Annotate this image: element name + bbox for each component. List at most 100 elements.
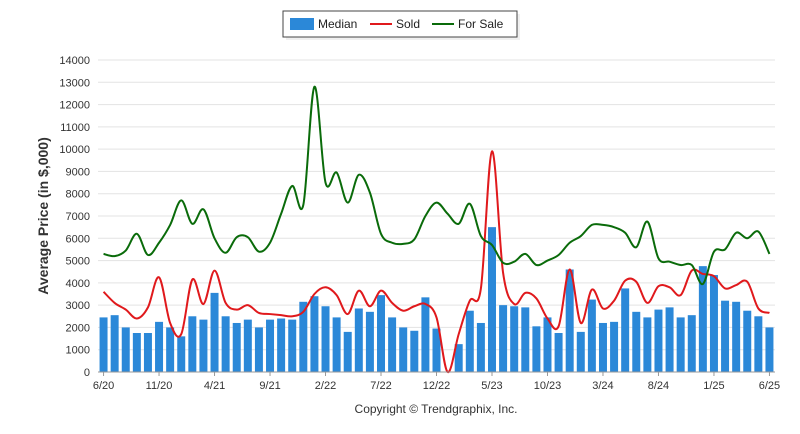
y-tick-label: 11000 (60, 122, 90, 134)
x-tick-label: 9/21 (259, 380, 280, 392)
y-tick-label: 3000 (66, 300, 90, 312)
median-bar (654, 309, 663, 372)
grid-lines (98, 59, 775, 373)
median-bar (166, 327, 175, 372)
median-bar (299, 301, 308, 372)
median-bar (510, 306, 519, 372)
y-tick-label: 14000 (59, 55, 90, 67)
x-tick-labels: 6/20 11/20 4/21 9/21 2/22 7/22 12/22 5/23 10/23 3… (93, 380, 780, 392)
median-bar (709, 275, 718, 372)
median-bar (476, 322, 485, 372)
series-lines (102, 85, 771, 374)
copyright-text: Copyright © Trendgraphix, Inc. (355, 402, 518, 416)
median-bar (121, 327, 130, 372)
x-tick-label: 11/20 (146, 380, 173, 392)
median-bar (499, 305, 508, 372)
legend-label-sold: Sold (396, 17, 420, 31)
x-tick-label: 12/22 (423, 380, 451, 392)
x-tick-label: 1/25 (703, 380, 724, 392)
median-bar (99, 317, 108, 372)
median-bar (543, 317, 552, 372)
axes (98, 371, 775, 376)
x-tick-label: 7/22 (370, 380, 391, 392)
y-tick-label: 6000 (66, 233, 90, 245)
x-tick-label: 2/22 (315, 380, 336, 392)
median-bar (210, 292, 219, 372)
median-bar (143, 333, 152, 372)
y-tick-label: 13000 (59, 77, 90, 89)
median-bar (365, 311, 374, 372)
median-bar (354, 308, 363, 372)
median-bar (199, 319, 208, 372)
legend-swatch-median (290, 18, 314, 30)
median-bar (177, 336, 186, 372)
y-axis-label: Average Price (in $,000) (35, 137, 51, 294)
x-tick-label: 4/21 (204, 380, 225, 392)
median-bar (288, 319, 297, 372)
median-bar (266, 319, 275, 372)
legend-label-median: Median (318, 17, 357, 31)
legend-label-for-sale: For Sale (458, 17, 504, 31)
y-tick-label: 7000 (66, 211, 90, 223)
x-tick-label: 8/24 (648, 380, 669, 392)
median-bar (421, 297, 430, 372)
y-tick-label: 4000 (66, 278, 90, 290)
median-bar (377, 295, 386, 372)
y-tick-label: 1000 (66, 345, 90, 357)
median-bar (221, 316, 230, 372)
y-tick-label: 12000 (59, 100, 90, 112)
median-bar (521, 307, 530, 372)
y-tick-label: 9000 (66, 166, 90, 178)
x-tick-label: 10/23 (534, 380, 562, 392)
median-bar (188, 316, 197, 372)
x-tick-label: 6/20 (93, 380, 114, 392)
median-bar (598, 322, 607, 372)
median-bar (632, 311, 641, 372)
median-bar (687, 315, 696, 372)
for-sale-line (103, 85, 771, 285)
y-tick-label: 5000 (66, 256, 90, 268)
y-tick-label: 0 (84, 367, 90, 379)
y-tick-label: 2000 (66, 322, 90, 334)
median-bar (487, 227, 496, 372)
median-bar (532, 326, 541, 372)
median-bar (610, 321, 619, 372)
median-bar (454, 344, 463, 372)
median-bar (343, 331, 352, 372)
y-tick-label: 8000 (66, 189, 90, 201)
median-bar (754, 316, 763, 372)
median-bar (388, 317, 397, 372)
x-tick-label: 3/24 (592, 380, 613, 392)
median-bar (110, 315, 119, 372)
median-bar (621, 288, 630, 372)
median-bar (155, 321, 164, 372)
median-bar (232, 322, 241, 372)
median-bar (465, 310, 474, 372)
median-bar (554, 333, 563, 372)
median-bar (665, 307, 674, 372)
median-bar (676, 317, 685, 372)
median-bar (310, 296, 319, 372)
median-bar (743, 310, 752, 372)
median-bar (432, 328, 441, 372)
median-bar (243, 319, 252, 372)
median-bar (410, 330, 419, 372)
median-bar (321, 306, 330, 372)
median-bar (132, 333, 141, 372)
sold-line (102, 150, 770, 374)
median-bar (565, 269, 574, 372)
median-bar (698, 266, 707, 372)
y-tick-labels: 0 1000 2000 3000 4000 5000 6000 7000 8000 9000 100… (59, 55, 90, 379)
median-bars (99, 227, 774, 372)
median-bar (587, 299, 596, 372)
legend: Median Sold For Sale (282, 10, 520, 40)
median-bar (721, 300, 730, 372)
y-tick-label: 10000 (59, 144, 90, 156)
median-bar (399, 327, 408, 372)
median-bar (277, 318, 286, 372)
median-bar (732, 301, 741, 372)
median-bar (643, 317, 652, 372)
median-bar (254, 327, 263, 372)
median-bar (332, 317, 341, 372)
